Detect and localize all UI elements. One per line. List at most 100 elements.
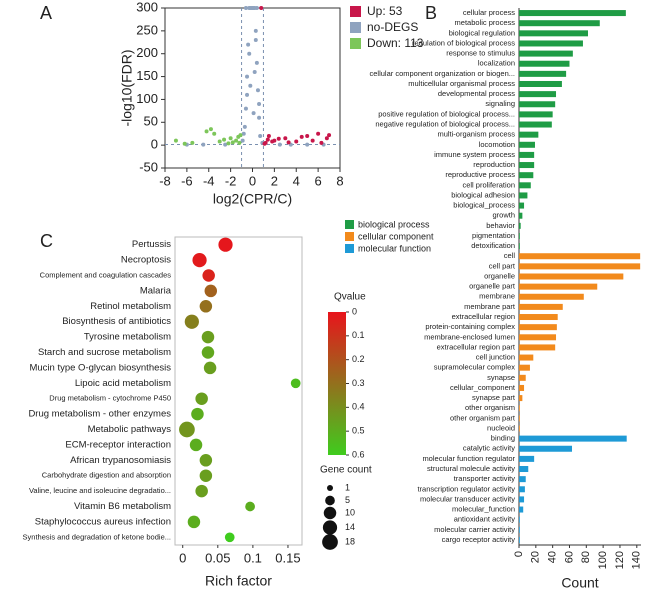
bar <box>519 273 624 280</box>
size-legend-bubble <box>322 534 338 550</box>
category-label: behavior <box>486 221 515 230</box>
x-tick-label: -8 <box>159 173 171 188</box>
bar <box>519 10 626 17</box>
point <box>226 141 231 146</box>
point <box>222 137 227 142</box>
category-label: molecular_function <box>452 505 515 514</box>
bar <box>519 162 535 169</box>
colorbar-title: Qvalue <box>334 292 366 303</box>
point <box>257 102 262 106</box>
point <box>272 138 277 143</box>
category-label: immune system process <box>434 150 515 159</box>
category-label: localization <box>478 59 515 68</box>
category-label: positive regulation of biological proces… <box>378 109 515 118</box>
point <box>305 134 310 138</box>
bar <box>519 405 520 412</box>
category-label: cellular component organization or bioge… <box>369 69 515 78</box>
bubble <box>192 252 207 268</box>
bubble <box>189 438 203 452</box>
size-legend-label: 5 <box>345 495 350 505</box>
bubble <box>204 284 218 298</box>
point <box>242 124 247 129</box>
category-label: Complement and coagulation cascades <box>40 270 172 279</box>
x-tick-label: 4 <box>293 173 300 188</box>
bubble <box>199 469 213 482</box>
legend-label: biological process <box>358 219 430 229</box>
point <box>327 133 332 138</box>
size-legend-bubble <box>325 495 335 506</box>
category-label: Pertussis <box>132 239 171 250</box>
point <box>223 142 228 147</box>
legend-label: Up: 53 <box>367 4 403 18</box>
legend-swatch <box>345 232 354 241</box>
x-tick-label: -4 <box>203 173 215 188</box>
size-legend-label: 1 <box>345 482 350 492</box>
point <box>265 137 270 142</box>
category-label: reproduction <box>473 160 515 169</box>
legend-label: molecular function <box>358 243 431 253</box>
point <box>245 92 250 97</box>
category-label: synapse <box>487 373 515 382</box>
point <box>243 106 248 111</box>
category-label: transporter activity <box>454 474 516 483</box>
bar <box>519 293 584 300</box>
x-tick-label: 0.15 <box>275 550 300 565</box>
x-tick-label: 120 <box>614 551 626 569</box>
category-label: molecular function regulator <box>422 454 515 463</box>
point <box>212 131 217 136</box>
bubble <box>202 269 215 282</box>
bar <box>519 222 521 229</box>
category-label: organelle <box>484 271 515 280</box>
x-axis-label: Rich factor <box>205 573 272 589</box>
bar <box>519 384 525 391</box>
colorbar-tick-label: 0.1 <box>352 330 365 340</box>
category-label: cellular_component <box>450 383 516 392</box>
bar <box>519 334 557 341</box>
category-label: Metabolic pathways <box>88 424 172 435</box>
colorbar <box>328 312 346 455</box>
bar <box>519 50 573 57</box>
category-label: antioxidant activity <box>454 515 516 524</box>
bar <box>519 172 534 179</box>
category-label: Malaria <box>140 285 172 296</box>
point <box>294 139 299 144</box>
point <box>319 140 324 145</box>
size-legend-label: 10 <box>345 507 355 517</box>
x-tick-label: 20 <box>530 551 542 563</box>
bubble <box>201 330 215 344</box>
size-legend-bubble <box>327 485 333 491</box>
category-label: biological adhesion <box>451 190 515 199</box>
bubble <box>195 392 208 405</box>
bar <box>519 496 525 503</box>
category-label: extracellular region <box>452 312 515 321</box>
category-label: Drug metabolism - cytochrome P450 <box>49 394 171 403</box>
bubble <box>187 515 201 529</box>
colorbar-tick-label: 0.2 <box>352 354 365 364</box>
bar <box>519 60 570 67</box>
category-label: supramolecular complex <box>434 363 516 372</box>
point <box>252 70 257 74</box>
category-label: transcription regulator activity <box>417 484 515 493</box>
legend-label: Down: 113 <box>367 36 424 50</box>
bar <box>519 486 525 493</box>
category-label: organelle part <box>469 282 516 291</box>
x-tick-label: 0 <box>513 551 525 557</box>
category-label: protein-containing complex <box>425 322 515 331</box>
category-label: cell proliferation <box>462 180 515 189</box>
category-label: synapse part <box>472 393 516 402</box>
bar <box>519 324 557 331</box>
x-tick-label: 100 <box>597 551 609 569</box>
point <box>251 111 256 116</box>
bubble <box>201 346 215 359</box>
category-label: Vitamin B6 metabolism <box>74 501 171 512</box>
size-legend-bubble <box>323 506 337 520</box>
bar <box>519 101 556 108</box>
point <box>253 38 258 42</box>
point <box>286 140 291 145</box>
category-label: Tyrosine metabolism <box>84 332 171 343</box>
bubble <box>224 532 235 543</box>
x-tick-label: 0 <box>179 550 186 565</box>
bar <box>519 70 567 77</box>
category-label: Retinol metabolism <box>90 301 171 312</box>
category-label: structural molecule activity <box>427 464 515 473</box>
